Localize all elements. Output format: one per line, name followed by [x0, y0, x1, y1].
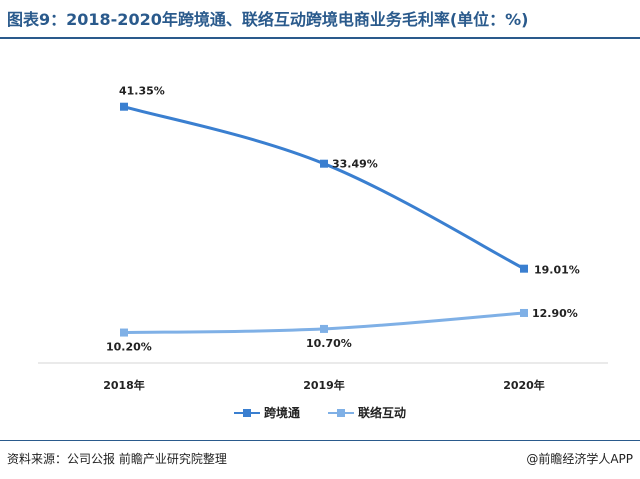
- data-point-series-2-1[interactable]: [120, 328, 128, 337]
- data-label-series-1-1: 41.35%: [119, 85, 165, 98]
- chart-legend: 跨境通 联络互动: [0, 404, 640, 421]
- source-note: 资料来源：公司公报 前瞻产业研究院整理: [7, 452, 227, 466]
- data-point-series-1-3[interactable]: [520, 264, 528, 273]
- data-point-series-1-1[interactable]: [120, 102, 128, 111]
- legend-label-series-1: 跨境通: [263, 406, 300, 420]
- line-chart: 41.35% 33.49% 19.01% 10.20% 10.70% 12.90% 201…: [38, 85, 608, 392]
- data-label-series-2-2: 10.70%: [306, 337, 352, 350]
- data-point-series-1-2[interactable]: [320, 159, 328, 168]
- x-tick-label-2: 2019年: [303, 378, 345, 392]
- legend-item-series-2[interactable]: 联络互动: [328, 404, 406, 421]
- legend-swatch-series-2: [328, 408, 354, 417]
- legend-swatch-series-1: [233, 408, 260, 417]
- data-label-series-1-3: 19.01%: [534, 264, 580, 277]
- data-point-series-2-2[interactable]: [320, 324, 328, 333]
- series-line-1: [123, 105, 525, 271]
- x-tick-label-1: 2018年: [103, 378, 145, 392]
- data-label-series-2-1: 10.20%: [106, 341, 152, 354]
- footer-divider: [0, 440, 640, 441]
- data-point-series-2-3[interactable]: [520, 308, 528, 317]
- chart-title: 图表9：2018-2020年跨境通、联络互动跨境电商业务毛利率(单位：%): [7, 10, 529, 29]
- title-divider: [0, 37, 640, 39]
- data-label-series-1-2: 33.49%: [332, 158, 378, 171]
- x-tick-label-3: 2020年: [503, 378, 545, 392]
- legend-label-series-2: 联络互动: [358, 406, 407, 420]
- legend-item-series-1[interactable]: 跨境通: [233, 404, 300, 421]
- data-label-series-2-3: 12.90%: [532, 307, 578, 320]
- credit-note: @前瞻经济学人APP: [526, 452, 633, 466]
